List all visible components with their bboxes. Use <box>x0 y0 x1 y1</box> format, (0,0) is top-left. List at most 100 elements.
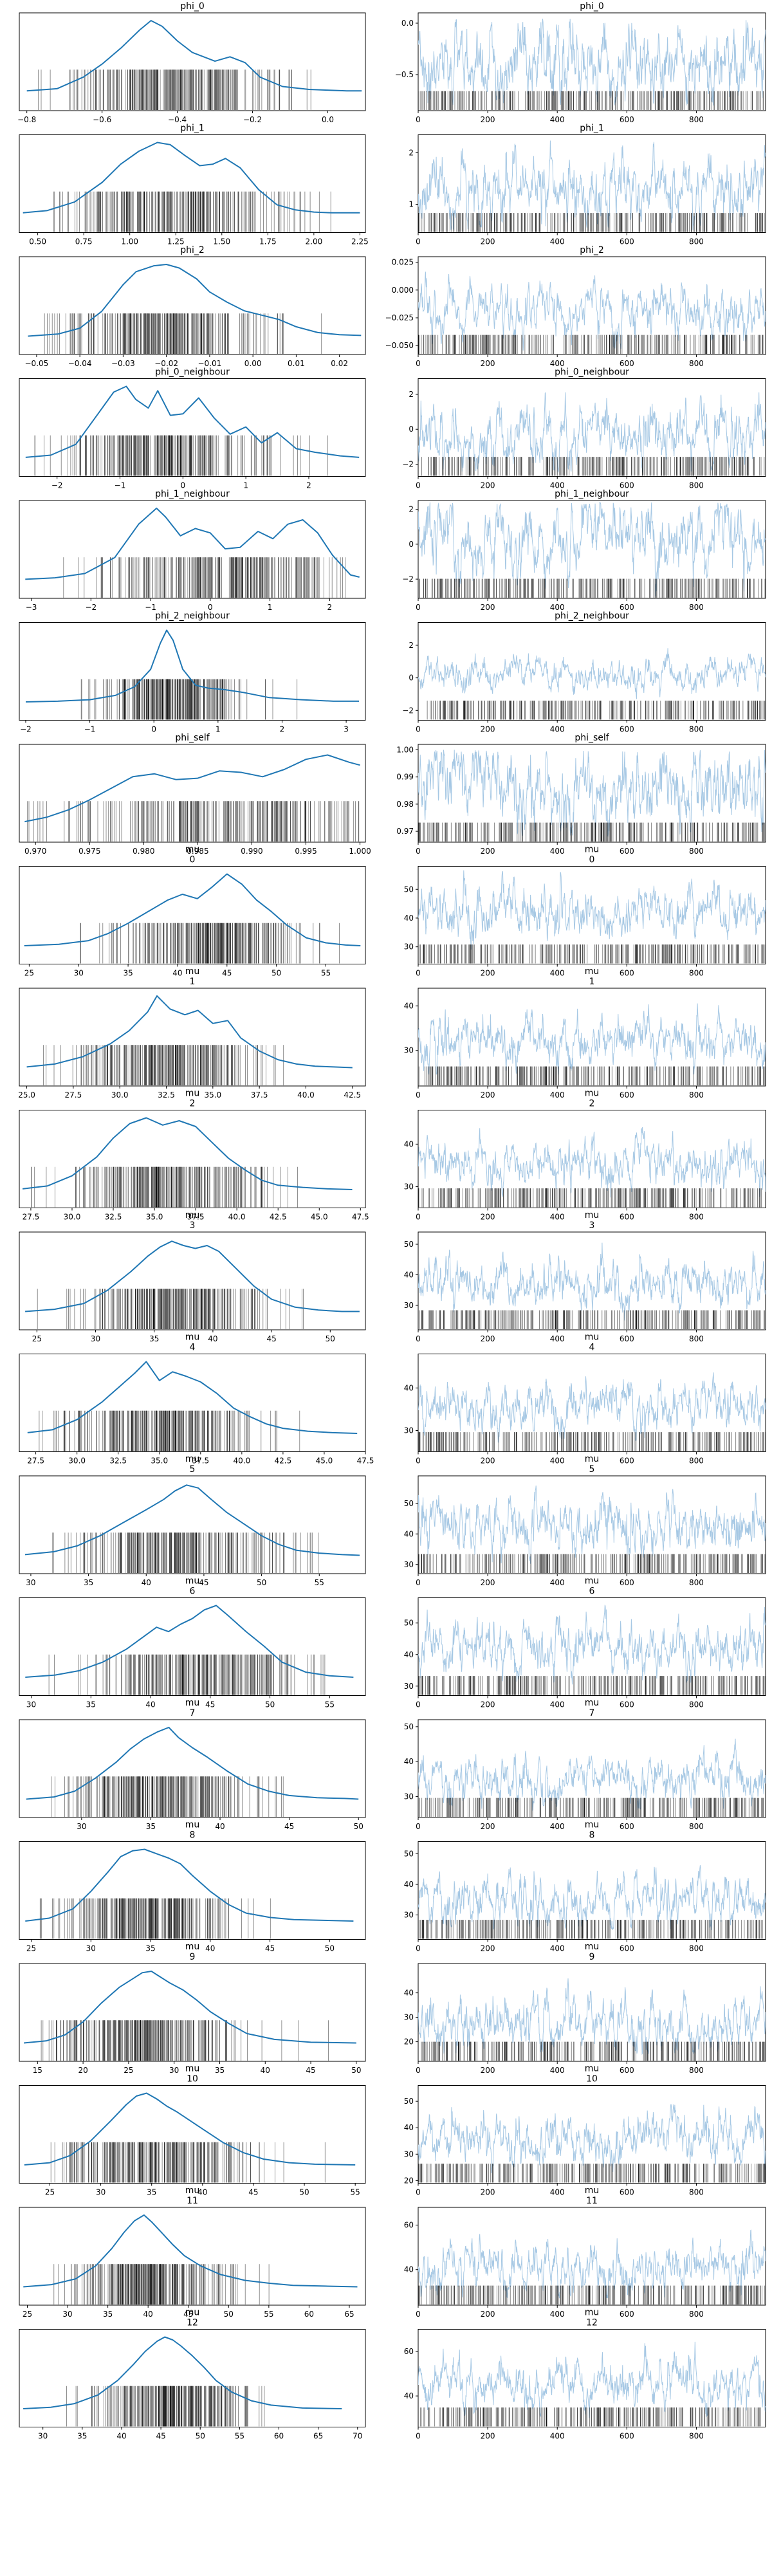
trace-5-xtick-label-1: 200 <box>481 359 495 368</box>
kde-8-xtick-label-1: −2 <box>85 603 96 612</box>
trace-1-ytick-label-0: 0.0 <box>401 19 414 28</box>
trace-3-xtick-label-2: 400 <box>550 237 565 246</box>
trace-1-xtick-label-2: 400 <box>550 115 565 124</box>
kde-8-xtick-label-5: 2 <box>327 603 333 612</box>
trace-11-ytick-label-2: −2 <box>402 706 414 715</box>
kde-8-xtick-label-0: −3 <box>26 603 37 612</box>
trace-9-xtick-label-4: 800 <box>689 603 704 612</box>
trace-title-13-line-0: phi_self <box>574 733 609 743</box>
trace-11-xtick-label-1: 200 <box>481 725 495 734</box>
kde-panel-2-frame <box>19 135 365 233</box>
kde-12-xtick-label-4: 0.990 <box>241 847 262 856</box>
trace-13-ytick-label-3: 0.97 <box>396 827 414 836</box>
trace-5-ytick-label-3: −0.050 <box>385 341 414 350</box>
kde-2-xtick-label-7: 2.25 <box>351 237 369 246</box>
kde-14-xtick-label-6: 55 <box>321 969 331 978</box>
kde-title-2-line-0: phi_1 <box>180 124 205 134</box>
trace-13-ytick-label-1: 0.99 <box>396 773 414 782</box>
trace-title-7-line-0: phi_0_neighbour <box>555 367 629 378</box>
trace-5-ytick-label-2: −0.025 <box>385 313 414 322</box>
kde-14-xtick-label-5: 50 <box>271 969 281 978</box>
kde-12-xtick-label-6: 1.000 <box>349 847 371 856</box>
trace-11-xtick-label-4: 800 <box>689 725 704 734</box>
trace-15-xtick-label-3: 600 <box>620 969 634 978</box>
trace-rug-11 <box>418 701 766 719</box>
kde-4-xtick-label-7: 0.02 <box>331 359 348 368</box>
kde-6-xtick-label-4: 2 <box>306 481 311 490</box>
kde-10-xtick-label-5: 3 <box>344 725 349 734</box>
trace-3-xtick-label-0: 0 <box>416 237 421 246</box>
trace-11-xtick-label-0: 0 <box>416 725 421 734</box>
trace-line-1 <box>418 19 766 106</box>
trace-15-ytick-label-2: 30 <box>404 943 414 952</box>
trace-13-ytick-label-0: 1.00 <box>396 745 414 754</box>
trace-1-xtick-label-4: 800 <box>689 115 704 124</box>
trace-5-xtick-label-0: 0 <box>416 359 421 368</box>
trace-11-xtick-label-3: 600 <box>620 725 634 734</box>
kde-14-xtick-label-4: 45 <box>222 969 232 978</box>
kde-6-xtick-label-3: 1 <box>243 481 248 490</box>
kde-8-xtick-label-4: 1 <box>268 603 273 612</box>
kde-10-xtick-label-2: 0 <box>151 725 156 734</box>
trace-7-ytick-label-1: 0 <box>409 425 414 434</box>
kde-10-xtick-label-0: −2 <box>20 725 32 734</box>
kde-2-xtick-label-2: 1.00 <box>121 237 138 246</box>
trace-rug-9 <box>419 579 765 598</box>
kde-14-xtick-label-3: 40 <box>172 969 182 978</box>
trace-13-xtick-label-0: 0 <box>416 847 421 856</box>
kde-2-xtick-label-6: 2.00 <box>306 237 323 246</box>
trace-15-xtick-label-1: 200 <box>481 969 495 978</box>
kde-title-16-line-0: mu <box>185 966 200 977</box>
trace-title-1-line-0: phi_0 <box>580 1 604 12</box>
kde-4-xtick-label-2: −0.03 <box>111 359 135 368</box>
kde-title-10-line-0: phi_2_neighbour <box>155 611 230 621</box>
trace-3-xtick-label-1: 200 <box>481 237 495 246</box>
trace-7-ytick-label-0: 2 <box>409 390 414 399</box>
trace-13-xtick-label-1: 200 <box>481 847 495 856</box>
kde-rug-8 <box>64 557 345 598</box>
kde-title-12-line-0: phi_self <box>175 733 210 743</box>
kde-title-6-line-0: phi_0_neighbour <box>155 367 230 378</box>
kde-12-xtick-label-5: 0.995 <box>295 847 317 856</box>
trace-3-ytick-label-1: 1 <box>409 200 414 209</box>
trace-9-xtick-label-0: 0 <box>416 603 421 612</box>
trace-9-ytick-label-2: −2 <box>402 575 414 584</box>
kde-rug-12 <box>27 801 358 842</box>
kde-6-xtick-label-1: −1 <box>115 481 126 490</box>
trace-13-ytick-label-2: 0.98 <box>396 800 414 809</box>
kde-6-xtick-label-0: −2 <box>51 481 63 490</box>
trace-rug-3 <box>419 213 765 232</box>
kde-2-xtick-label-5: 1.75 <box>259 237 277 246</box>
kde-2-xtick-label-0: 0.50 <box>29 237 46 246</box>
trace-5-ytick-label-0: 0.025 <box>392 258 414 267</box>
trace-1-xtick-label-1: 200 <box>481 115 495 124</box>
kde-panel-0-frame <box>19 13 365 111</box>
trace-1-xtick-label-0: 0 <box>416 115 421 124</box>
kde-0-xtick-label-0: −0.8 <box>17 115 36 124</box>
kde-rug-0 <box>39 69 311 110</box>
trace-rug-7 <box>421 457 764 475</box>
trace-15-xtick-label-0: 0 <box>416 969 421 978</box>
kde-panel-16-frame <box>19 988 365 1086</box>
trace-7-xtick-label-4: 800 <box>689 481 704 490</box>
trace-title-5-line-0: phi_2 <box>580 245 604 255</box>
trace-7-xtick-label-0: 0 <box>416 481 421 490</box>
trace-13-xtick-label-4: 800 <box>689 847 704 856</box>
kde-14-xtick-label-0: 25 <box>24 969 34 978</box>
kde-14-xtick-label-2: 35 <box>123 969 133 978</box>
kde-title-14-line-0: mu <box>185 845 200 855</box>
trace-5-ytick-label-1: 0.000 <box>392 286 414 295</box>
kde-2-xtick-label-4: 1.50 <box>213 237 230 246</box>
kde-rug-16 <box>43 1045 283 1085</box>
kde-panel-14-frame <box>19 867 365 964</box>
